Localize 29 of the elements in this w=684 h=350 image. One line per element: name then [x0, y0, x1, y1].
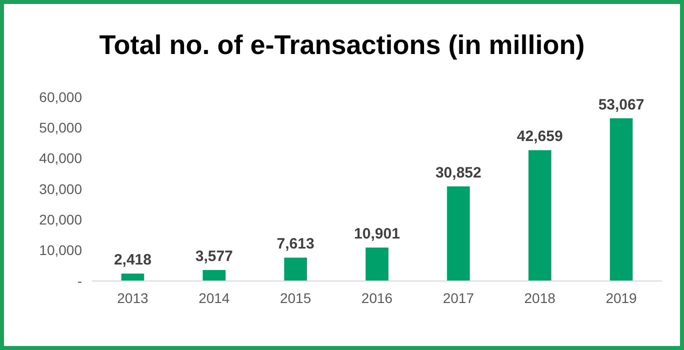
data-label: 30,852: [435, 164, 482, 182]
x-tick-label: 2015: [280, 290, 312, 306]
x-tick-label: 2014: [198, 290, 230, 306]
bar: [202, 270, 226, 281]
y-tick-label: 30,000: [39, 180, 82, 197]
x-tick-label: 2017: [442, 290, 474, 306]
data-label: 2,418: [114, 252, 152, 269]
x-tick-label: 2013: [117, 290, 148, 306]
y-tick-label: 20,000: [39, 212, 82, 228]
x-tick-label: 2018: [524, 290, 556, 306]
bar: [610, 118, 633, 281]
chart-title: Total no. of e-Transactions (in million): [99, 30, 585, 60]
data-label: 7,613: [276, 236, 314, 253]
bar: [447, 186, 470, 281]
y-tick-label: 40,000: [39, 150, 82, 166]
data-label: 53,067: [598, 96, 644, 114]
y-tick-label: 10,000: [39, 242, 82, 258]
bar: [528, 150, 552, 281]
bar: [284, 258, 307, 281]
y-tick-label: -: [77, 272, 82, 289]
x-tick-label: 2019: [606, 290, 638, 306]
y-tick-label: 60,000: [39, 88, 82, 105]
data-label: 3,577: [195, 248, 233, 266]
x-tick-label: 2016: [361, 290, 393, 306]
data-label: 42,659: [516, 128, 563, 146]
data-label: 10,901: [354, 226, 400, 243]
bar: [366, 248, 388, 281]
y-tick-label: 50,000: [39, 120, 82, 136]
bar: [121, 274, 144, 281]
